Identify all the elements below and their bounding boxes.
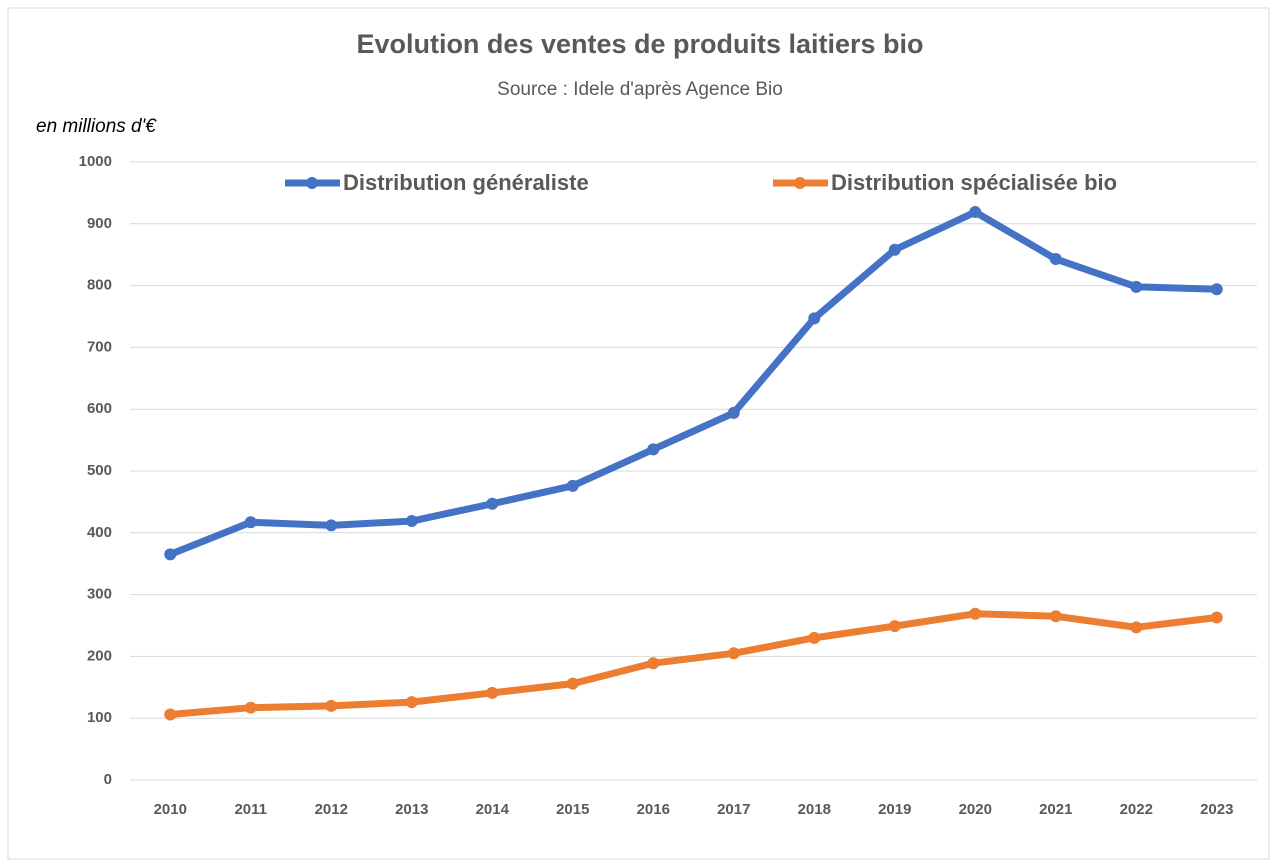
data-point — [727, 647, 740, 660]
y-tick-label: 100 — [87, 709, 112, 726]
x-tick-label: 2010 — [154, 801, 187, 818]
x-tick-label: 2012 — [315, 801, 348, 818]
data-point — [1130, 280, 1143, 293]
y-tick-label: 900 — [87, 215, 112, 232]
x-tick-label: 2021 — [1039, 801, 1072, 818]
data-point — [164, 708, 177, 721]
y-tick-label: 800 — [87, 277, 112, 294]
y-tick-label: 600 — [87, 400, 112, 417]
data-point — [566, 677, 579, 690]
data-point — [969, 206, 982, 219]
y-axis-label: en millions d'€ — [36, 116, 157, 137]
data-point — [405, 515, 418, 528]
x-tick-label: 2016 — [637, 801, 670, 818]
data-point — [1049, 610, 1062, 623]
data-point — [244, 516, 257, 529]
data-point — [325, 519, 338, 532]
data-point — [808, 631, 821, 644]
data-point — [1210, 283, 1223, 296]
series-line — [168, 208, 1217, 558]
x-tick-label: 2019 — [878, 801, 911, 818]
y-tick-label: 0 — [104, 771, 112, 788]
x-tick-label: 2011 — [234, 801, 267, 818]
series-line — [169, 610, 1218, 718]
y-tick-label: 200 — [87, 647, 112, 664]
data-point — [1130, 621, 1143, 634]
data-point — [1049, 253, 1062, 266]
data-point — [566, 479, 579, 492]
y-tick-label: 300 — [87, 586, 112, 603]
x-tick-label: 2014 — [476, 801, 510, 818]
data-point — [486, 497, 499, 510]
x-tick-label: 2018 — [798, 801, 831, 818]
data-point — [888, 243, 901, 256]
data-point — [244, 701, 257, 714]
data-point — [727, 406, 740, 419]
chart-title: Evolution des ventes de produits laitier… — [356, 29, 923, 59]
legend-label: Distribution spécialisée bio — [831, 170, 1117, 195]
data-point — [888, 620, 901, 633]
x-tick-label: 2017 — [717, 801, 750, 818]
x-tick-label: 2020 — [959, 801, 992, 818]
chart-subtitle: Source : Idele d'après Agence Bio — [497, 79, 783, 100]
x-tick-label: 2023 — [1200, 801, 1233, 818]
data-point — [647, 657, 660, 670]
data-point — [405, 696, 418, 709]
legend-label: Distribution généraliste — [343, 170, 589, 195]
y-tick-label: 700 — [87, 338, 112, 355]
y-tick-label: 400 — [87, 524, 112, 541]
data-point — [647, 443, 660, 456]
y-tick-label: 1000 — [79, 153, 112, 170]
y-tick-label: 500 — [87, 462, 112, 479]
legend-marker — [794, 177, 806, 189]
data-point — [325, 699, 338, 712]
x-tick-label: 2022 — [1120, 801, 1153, 818]
data-point — [969, 607, 982, 620]
x-tick-label: 2015 — [556, 801, 589, 818]
data-point — [808, 312, 821, 325]
data-point — [164, 548, 177, 561]
chart-frame — [7, 7, 1270, 860]
data-point — [486, 686, 499, 699]
x-tick-label: 2013 — [395, 801, 428, 818]
data-point — [1210, 611, 1223, 624]
legend-marker — [306, 177, 318, 189]
